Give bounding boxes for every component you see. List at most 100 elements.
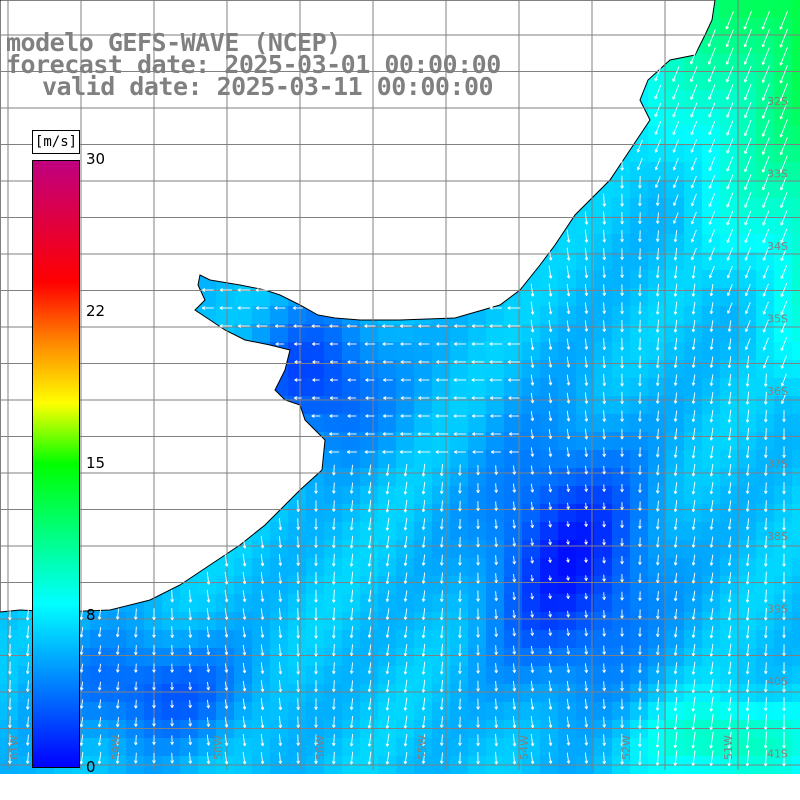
wind-arrow — [709, 572, 714, 584]
wind-arrow — [548, 447, 553, 457]
land-mask — [0, 0, 716, 613]
wind-arrow — [636, 157, 643, 171]
wind-arrow — [763, 607, 768, 621]
wind-arrow — [584, 284, 589, 297]
wind-arrow — [458, 554, 462, 566]
wind-arrow — [548, 610, 552, 618]
wind-arrow — [779, 82, 789, 102]
wind-arrow — [347, 414, 357, 418]
wind-arrow — [382, 432, 394, 436]
wind-arrow — [382, 324, 394, 328]
wind-arrow — [725, 10, 735, 30]
wind-arrow — [476, 536, 480, 548]
wind-arrow — [311, 396, 320, 400]
wind-arrow — [512, 698, 517, 710]
wind-arrow — [743, 29, 752, 48]
wind-arrow — [476, 751, 480, 765]
wind-arrow — [780, 392, 787, 405]
wind-arrow — [763, 662, 768, 675]
wind-arrow — [691, 374, 696, 386]
wind-arrow — [403, 643, 408, 657]
wind-arrow — [508, 414, 520, 418]
wind-arrow — [219, 324, 233, 328]
wind-arrow — [476, 734, 480, 747]
wind-arrow — [331, 500, 336, 512]
wind-arrow — [743, 10, 753, 30]
wind-arrow — [439, 518, 444, 530]
wind-arrow — [530, 338, 535, 351]
wind-arrow — [349, 517, 354, 531]
wind-arrow — [744, 338, 751, 350]
wind-arrow — [673, 732, 678, 749]
wind-arrow — [330, 378, 338, 382]
wind-arrow — [507, 342, 521, 346]
wind-arrow — [530, 356, 535, 368]
wind-arrow — [584, 752, 589, 764]
wind-arrow — [638, 447, 642, 458]
wind-arrow — [206, 752, 211, 765]
wind-arrow — [584, 716, 589, 728]
wind-arrow — [566, 645, 571, 655]
wind-arrow — [602, 211, 607, 225]
wind-arrow — [331, 716, 336, 728]
wind-arrow — [421, 590, 426, 602]
wind-arrow — [708, 265, 715, 279]
wind-arrow — [782, 517, 786, 531]
wind-arrow — [709, 696, 714, 712]
wind-arrow — [242, 553, 247, 567]
wind-arrow — [763, 373, 768, 387]
wind-arrow — [133, 752, 138, 764]
wind-arrow — [332, 464, 336, 476]
wind-arrow — [512, 465, 517, 475]
wind-arrow — [255, 288, 269, 292]
wind-arrow — [726, 84, 734, 101]
wind-arrow — [620, 373, 624, 387]
wind-arrow — [508, 396, 520, 400]
wind-arrow — [708, 120, 716, 136]
wind-arrow — [691, 301, 696, 315]
wind-arrow — [548, 716, 553, 728]
wind-arrow — [620, 175, 624, 189]
wind-arrow — [620, 609, 624, 619]
wind-arrow — [349, 535, 354, 549]
wind-arrow — [170, 752, 174, 764]
wind-arrow — [296, 625, 301, 639]
wind-arrow — [744, 265, 751, 279]
wind-arrow — [620, 392, 624, 405]
wind-arrow — [763, 409, 768, 423]
wind-arrow — [530, 680, 535, 692]
wind-arrow — [780, 373, 787, 387]
wind-arrow — [745, 661, 750, 675]
wind-arrow — [709, 625, 714, 639]
wind-arrow — [152, 663, 156, 673]
wind-arrow — [745, 464, 750, 476]
wind-arrow — [512, 627, 517, 637]
wind-arrow — [655, 573, 660, 584]
wind-arrow — [620, 337, 624, 351]
wind-arrow — [566, 283, 571, 297]
wind-arrow — [780, 173, 788, 191]
wind-arrow — [620, 157, 624, 171]
wind-arrow — [331, 571, 336, 585]
wind-arrow — [780, 355, 787, 369]
wind-arrow — [672, 194, 679, 206]
wind-arrow — [690, 121, 698, 136]
wind-arrow — [385, 464, 390, 477]
wind-arrow — [512, 483, 517, 493]
wind-arrow — [761, 10, 771, 30]
colorbar-unit: [m/s] — [32, 130, 80, 154]
wind-arrow — [709, 590, 714, 602]
wind-arrow — [566, 302, 571, 315]
wind-arrow — [494, 663, 499, 674]
wind-arrow — [673, 265, 678, 279]
wind-arrow — [638, 663, 642, 674]
wind-arrow — [188, 645, 193, 656]
wind-arrow — [584, 610, 588, 618]
wind-arrow — [260, 752, 265, 765]
wind-arrow — [435, 378, 448, 382]
wind-arrow — [471, 360, 485, 364]
wind-arrow — [530, 628, 534, 636]
wind-arrow — [780, 301, 788, 316]
wind-arrow — [745, 427, 750, 441]
